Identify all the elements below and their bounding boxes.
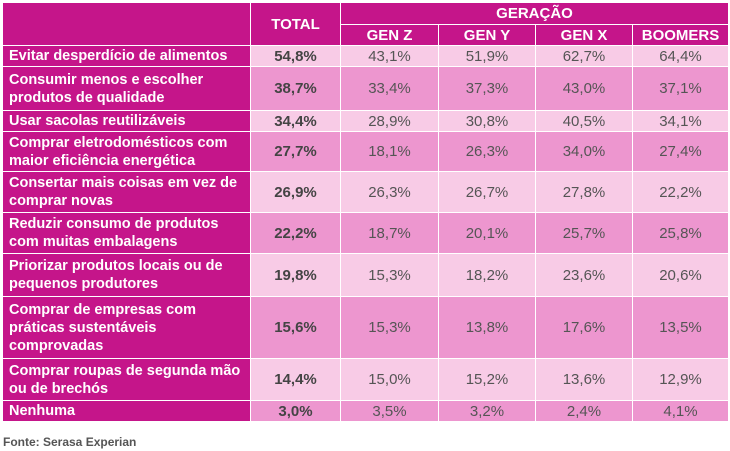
total-value: 27,7%	[250, 131, 341, 172]
total-value: 19,8%	[250, 253, 341, 297]
total-value: 3,0%	[250, 400, 341, 422]
gen-y-value: 30,8%	[438, 110, 536, 132]
source-note: Fonte: Serasa Experian	[3, 435, 137, 449]
gen-x-value: 27,8%	[535, 171, 633, 213]
gen-z-value: 15,3%	[340, 296, 439, 359]
table-row: Comprar de empresas com práticas sustent…	[2, 296, 729, 359]
row-label: Consumir menos e escolher produtos de qu…	[2, 66, 251, 111]
gen-z-value: 33,4%	[340, 66, 439, 111]
table-row: Comprar eletrodomésticos com maior efici…	[2, 131, 729, 172]
gen-y-header: GEN Y	[438, 24, 536, 46]
total-value: 15,6%	[250, 296, 341, 359]
row-label: Comprar de empresas com práticas sustent…	[2, 296, 251, 359]
row-label: Priorizar produtos locais ou de pequenos…	[2, 253, 251, 297]
boomers-value: 25,8%	[632, 212, 729, 254]
boomers-value: 12,9%	[632, 358, 729, 401]
total-value: 22,2%	[250, 212, 341, 254]
gen-x-header: GEN X	[535, 24, 633, 46]
row-label: Comprar roupas de segunda mão ou de brec…	[2, 358, 251, 401]
boomers-value: 34,1%	[632, 110, 729, 132]
blank-header-cell	[2, 2, 251, 46]
gen-z-value: 18,7%	[340, 212, 439, 254]
total-header: TOTAL	[250, 2, 341, 46]
table-row: Priorizar produtos locais ou de pequenos…	[2, 253, 729, 297]
boomers-value: 4,1%	[632, 400, 729, 422]
table-row: Reduzir consumo de produtos com muitas e…	[2, 212, 729, 254]
gen-x-value: 17,6%	[535, 296, 633, 359]
gen-z-value: 15,3%	[340, 253, 439, 297]
gen-z-value: 15,0%	[340, 358, 439, 401]
gen-x-value: 25,7%	[535, 212, 633, 254]
gen-z-value: 43,1%	[340, 45, 439, 67]
gen-y-value: 26,7%	[438, 171, 536, 213]
table-row: Consumir menos e escolher produtos de qu…	[2, 66, 729, 111]
gen-z-value: 26,3%	[340, 171, 439, 213]
gen-x-value: 34,0%	[535, 131, 633, 172]
row-label: Consertar mais coisas em vez de comprar …	[2, 171, 251, 213]
boomers-value: 64,4%	[632, 45, 729, 67]
table-row: Nenhuma 3,0% 3,5% 3,2% 2,4% 4,1%	[2, 400, 729, 422]
total-value: 26,9%	[250, 171, 341, 213]
boomers-value: 37,1%	[632, 66, 729, 111]
boomers-value: 20,6%	[632, 253, 729, 297]
row-label: Evitar desperdício de alimentos	[2, 45, 251, 67]
gen-z-header: GEN Z	[340, 24, 439, 46]
total-value: 54,8%	[250, 45, 341, 67]
gen-x-value: 43,0%	[535, 66, 633, 111]
gen-y-value: 51,9%	[438, 45, 536, 67]
generation-group-header: GERAÇÃO	[340, 2, 729, 25]
total-value: 34,4%	[250, 110, 341, 132]
gen-z-value: 3,5%	[340, 400, 439, 422]
gen-y-value: 3,2%	[438, 400, 536, 422]
row-label: Usar sacolas reutilizáveis	[2, 110, 251, 132]
gen-x-value: 2,4%	[535, 400, 633, 422]
boomers-value: 27,4%	[632, 131, 729, 172]
row-label: Reduzir consumo de produtos com muitas e…	[2, 212, 251, 254]
boomers-header: BOOMERS	[632, 24, 729, 46]
gen-y-value: 26,3%	[438, 131, 536, 172]
table-row: Consertar mais coisas em vez de comprar …	[2, 171, 729, 213]
row-label: Comprar eletrodomésticos com maior efici…	[2, 131, 251, 172]
gen-z-value: 28,9%	[340, 110, 439, 132]
table-row: Usar sacolas reutilizáveis 34,4% 28,9% 30,8…	[2, 110, 729, 132]
gen-y-value: 20,1%	[438, 212, 536, 254]
gen-x-value: 40,5%	[535, 110, 633, 132]
gen-z-value: 18,1%	[340, 131, 439, 172]
boomers-value: 13,5%	[632, 296, 729, 359]
survey-table: TOTAL GERAÇÃO GEN Z GEN Y GEN X BOOMERS …	[2, 2, 729, 422]
gen-y-value: 37,3%	[438, 66, 536, 111]
table-row: Evitar desperdício de alimentos 54,8% 43,1…	[2, 45, 729, 67]
gen-y-value: 18,2%	[438, 253, 536, 297]
gen-x-value: 62,7%	[535, 45, 633, 67]
total-value: 38,7%	[250, 66, 341, 111]
gen-y-value: 15,2%	[438, 358, 536, 401]
gen-x-value: 13,6%	[535, 358, 633, 401]
table-row: Comprar roupas de segunda mão ou de brec…	[2, 358, 729, 401]
gen-y-value: 13,8%	[438, 296, 536, 359]
total-value: 14,4%	[250, 358, 341, 401]
row-label: Nenhuma	[2, 400, 251, 422]
boomers-value: 22,2%	[632, 171, 729, 213]
gen-x-value: 23,6%	[535, 253, 633, 297]
